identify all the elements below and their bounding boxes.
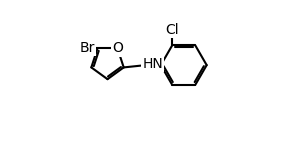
Text: O: O — [112, 41, 123, 55]
Text: Cl: Cl — [166, 23, 179, 37]
Text: Br: Br — [79, 41, 95, 55]
Text: HN: HN — [142, 57, 163, 71]
